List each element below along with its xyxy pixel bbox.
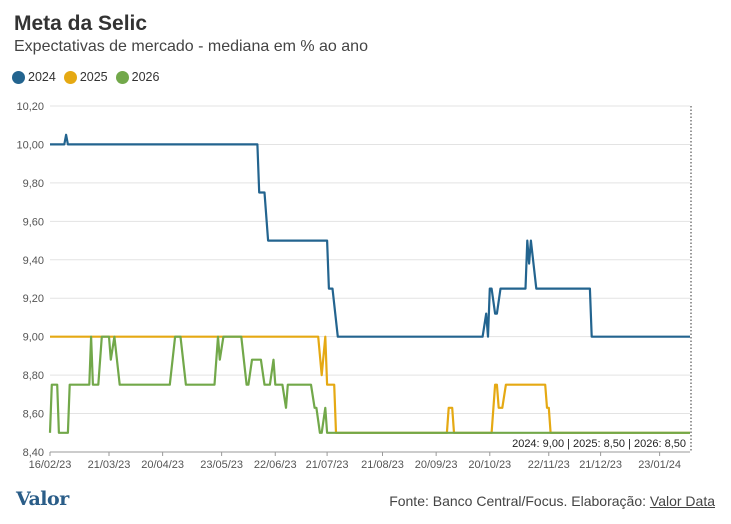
y-tick-label: 10,00 — [16, 139, 44, 151]
chart-subtitle: Expectativas de mercado - mediana em % a… — [14, 38, 368, 55]
chart-title: Meta da Selic — [14, 12, 148, 35]
legend-item-2025[interactable]: 2025 — [63, 70, 108, 84]
legend-label-2025: 2025 — [79, 70, 108, 84]
x-tick-label: 21/03/23 — [88, 459, 131, 471]
y-tick-label: 9,40 — [23, 255, 44, 267]
y-tick-label: 8,40 — [23, 447, 44, 459]
x-tick-label: 20/04/23 — [141, 459, 184, 471]
x-tick-label: 22/11/23 — [528, 459, 570, 471]
x-tick-label: 20/10/23 — [468, 459, 511, 471]
x-tick-label: 22/06/23 — [254, 459, 297, 471]
y-tick-label: 10,20 — [16, 101, 44, 113]
x-tick-label: 16/02/23 — [29, 459, 72, 471]
source-link[interactable]: Valor Data — [649, 493, 715, 509]
legend-swatch-2025 — [63, 70, 77, 84]
latest-values-annotation: 2024: 9,00 | 2025: 8,50 | 2026: 8,50 — [512, 438, 686, 450]
valor-logo: Valor — [16, 488, 69, 510]
x-tick-label: 23/05/23 — [200, 459, 243, 471]
y-tick-label: 8,60 — [23, 409, 44, 421]
legend-label-2024: 2024 — [28, 70, 56, 84]
source-text: Fonte: Banco Central/Focus. Elaboração: — [389, 493, 650, 509]
series-line-2024 — [50, 133, 690, 338]
series-line-2026 — [48, 335, 690, 434]
y-tick-label: 9,20 — [23, 293, 44, 305]
y-tick-label: 9,80 — [23, 178, 44, 190]
source-note: Fonte: Banco Central/Focus. Elaboração: … — [389, 493, 715, 509]
x-tick-label: 20/09/23 — [415, 459, 458, 471]
chart-legend: 2024 2025 2026 — [12, 70, 159, 84]
y-tick-label: 9,60 — [23, 216, 44, 228]
x-tick-label: 21/07/23 — [306, 459, 349, 471]
legend-item-2026[interactable]: 2026 — [115, 70, 160, 84]
y-tick-label: 9,00 — [23, 332, 44, 344]
x-tick-label: 23/01/24 — [638, 459, 681, 471]
legend-label-2026: 2026 — [131, 70, 160, 84]
legend-item-2024[interactable]: 2024 — [12, 70, 56, 84]
legend-swatch-2026 — [115, 70, 129, 84]
x-tick-label: 21/08/23 — [361, 459, 404, 471]
legend-swatch-2024 — [12, 70, 25, 84]
y-tick-label: 8,80 — [23, 370, 44, 382]
x-tick-label: 21/12/23 — [579, 459, 622, 471]
